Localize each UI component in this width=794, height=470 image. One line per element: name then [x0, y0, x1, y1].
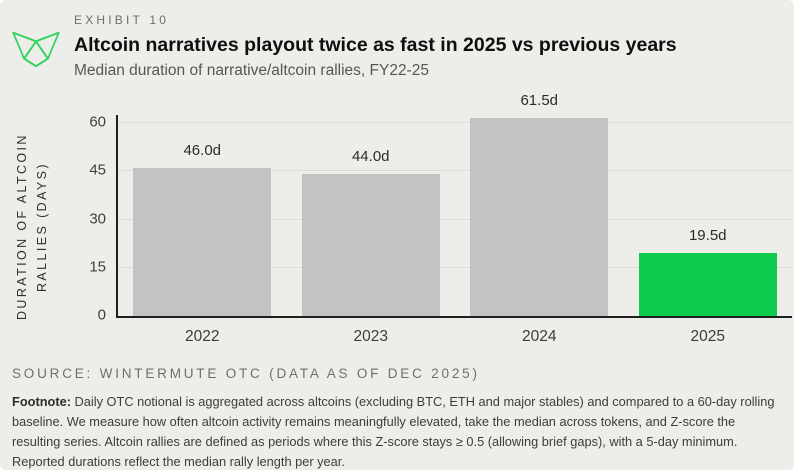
bar-slot-2024: 61.5d — [455, 92, 624, 316]
header: EXHIBIT 10 Altcoin narratives playout tw… — [74, 13, 677, 80]
x-axis-line — [116, 316, 792, 318]
page-subtitle: Median duration of narrative/altcoin ral… — [74, 62, 429, 79]
footnote: Footnote: Daily OTC notional is aggregat… — [12, 392, 784, 470]
exhibit-label: EXHIBIT 10 — [74, 13, 170, 27]
bar-slot-2022: 46.0d — [118, 95, 287, 316]
gridline-45 — [118, 170, 792, 172]
y-tick-30: 30 — [89, 209, 106, 227]
bar-value-2023: 44.0d — [351, 148, 390, 166]
bar-2024 — [470, 118, 609, 316]
y-tick-60: 60 — [89, 113, 106, 131]
footnote-text: Daily OTC notional is aggregated across … — [12, 394, 775, 469]
x-label-2024: 2024 — [522, 328, 557, 345]
source-line: SOURCE: WINTERMUTE OTC (DATA AS OF DEC 2… — [12, 366, 480, 381]
bars: 46.0d 44.0d 61.5d 19.5d — [118, 92, 793, 316]
bar-value-2025: 19.5d — [688, 227, 727, 245]
wintermute-logo-icon — [12, 31, 60, 68]
bar-chart-plot: 46.0d 44.0d 61.5d 19.5d — [116, 92, 793, 318]
x-label-2023: 2023 — [353, 328, 388, 345]
x-label-2022: 2022 — [185, 328, 220, 345]
y-tick-45: 45 — [89, 161, 106, 179]
page-title: Altcoin narratives playout twice as fast… — [74, 34, 677, 56]
bar-2025 — [638, 253, 777, 316]
footnote-label: Footnote: — [12, 394, 71, 409]
bar-slot-2025: 19.5d — [624, 95, 793, 316]
gridline-15 — [118, 266, 792, 268]
y-tick-15: 15 — [89, 258, 106, 276]
y-axis-line — [116, 115, 118, 316]
y-axis-ticks: 0 15 30 45 60 — [0, 95, 106, 323]
bar-value-2022: 46.0d — [183, 142, 222, 160]
gridline-60 — [118, 122, 792, 123]
x-label-2025: 2025 — [690, 328, 725, 345]
bar-2023 — [301, 174, 440, 316]
gridline-30 — [118, 218, 792, 220]
bar-value-2024: 61.5d — [520, 92, 559, 110]
x-axis-labels: 2022 2023 2024 2025 — [118, 328, 792, 346]
bar-2022 — [133, 168, 272, 316]
bar-slot-2023: 44.0d — [287, 95, 456, 316]
y-tick-0: 0 — [97, 306, 106, 324]
